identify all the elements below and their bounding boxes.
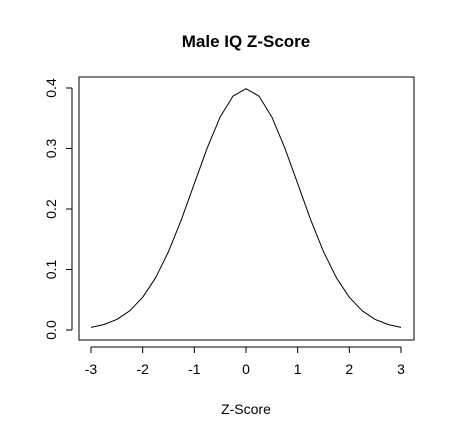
y-tick-label: 0.1 [43,260,59,280]
x-tick-label: -1 [188,361,201,377]
x-tick-label: -2 [136,361,149,377]
series-line [90,88,402,328]
chart-title: Male IQ Z-Score [182,32,310,51]
x-tick-label: 0 [242,361,250,377]
x-tick-label: 1 [294,361,302,377]
y-axis: 0.0 0.1 0.2 0.3 0.4 [43,78,73,340]
y-tick-label: 0.3 [43,139,59,159]
y-tick-label: 0.0 [43,320,59,340]
x-tick-label: -3 [85,361,98,377]
x-tick-label: 2 [345,361,353,377]
y-tick-label: 0.4 [43,78,59,98]
x-axis: -3 -2 -1 0 1 2 3 [85,346,405,377]
x-tick-label: 3 [397,361,405,377]
series-layer [90,88,402,328]
y-tick-label: 0.2 [43,199,59,219]
x-axis-label: Z-Score [221,401,271,417]
plot-frame [78,76,415,341]
